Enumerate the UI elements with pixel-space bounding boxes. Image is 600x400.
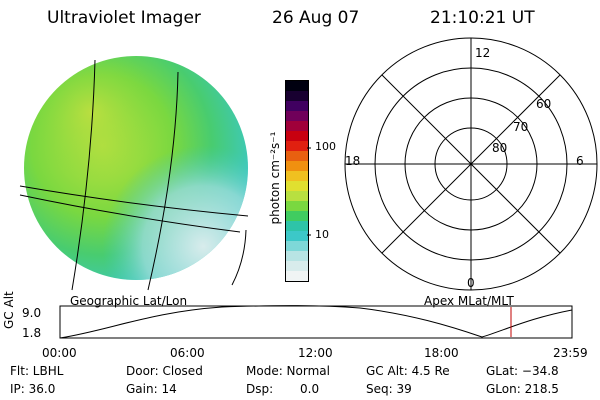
status-glat: GLat: −34.8 (486, 364, 559, 378)
lat-label-80: 80 (492, 141, 508, 155)
altitude-strip (59, 305, 573, 339)
colorbar-segment (286, 181, 308, 191)
colorbar-segment (286, 151, 308, 161)
colorbar-segment (286, 131, 308, 141)
colorbar-segment (286, 271, 308, 281)
altitude-xtick-1200: 12:00 (298, 346, 333, 360)
status-sequence: Seq: 39 (366, 382, 412, 396)
colorbar-segment (286, 91, 308, 101)
status-door: Door: Closed (126, 364, 203, 378)
apex-grid-label: Apex MLat/MLT (424, 294, 514, 308)
status-gc-altitude: GC Alt: 4.5 Re (366, 364, 450, 378)
colorbar-tick-10: 10 (315, 228, 329, 241)
status-ip: IP: 36.0 (10, 382, 56, 396)
mlt-label-0: 0 (467, 276, 475, 290)
status-gain: Gain: 14 (126, 382, 177, 396)
colorbar-segment (286, 201, 308, 211)
altitude-xtick-0600: 06:00 (170, 346, 205, 360)
geographic-grid-label: Geographic Lat/Lon (70, 294, 188, 308)
colorbar-segment (286, 261, 308, 271)
colorbar-segment (286, 241, 308, 251)
polar-plot (344, 37, 598, 291)
colorbar-segment (286, 161, 308, 171)
colorbar-segment (286, 111, 308, 121)
altitude-ytick-low: 1.8 (22, 326, 42, 340)
geographic-grid-lines (19, 59, 249, 291)
lat-label-70: 70 (513, 120, 529, 134)
colorbar-segment (286, 251, 308, 261)
altitude-ytick-high: 9.0 (22, 306, 42, 320)
colorbar-segment (286, 221, 308, 231)
color-bar (285, 80, 309, 282)
status-dsp-label: Dsp: (246, 382, 274, 396)
colorbar-segment (286, 81, 308, 91)
colorbar-segment (286, 101, 308, 111)
mlt-label-6: 6 (576, 154, 584, 168)
altitude-xtick-2359: 23:59 (553, 346, 588, 360)
altitude-xtick-1800: 18:00 (424, 346, 459, 360)
date-label: 26 Aug 07 (272, 8, 360, 28)
colorbar-segment (286, 191, 308, 201)
colorbar-segment (286, 141, 308, 151)
colorbar-tick-100: 100 (315, 140, 336, 153)
altitude-frame (59, 305, 573, 339)
instrument-title: Ultraviolet Imager (47, 8, 201, 28)
status-glon: GLon: 218.5 (486, 382, 559, 396)
mlt-label-12: 12 (475, 46, 491, 60)
colorbar-unit-label: photon cm⁻²s⁻¹ (268, 131, 282, 225)
colorbar-segment (286, 171, 308, 181)
time-label: 21:10:21 UT (430, 8, 535, 28)
color-bar-ticks (307, 147, 311, 236)
colorbar-segment (286, 211, 308, 221)
colorbar-segment (286, 121, 308, 131)
status-mode: Mode: Normal (246, 364, 330, 378)
auroral-image (19, 56, 249, 291)
colorbar-segment (286, 231, 308, 241)
polar-diagonal-2 (381, 74, 561, 254)
altitude-xtick-0000: 00:00 (42, 346, 77, 360)
mlt-label-18: 18 (345, 154, 361, 168)
status-filter: Flt: LBHL (10, 364, 64, 378)
altitude-ylabel: GC Alt (2, 291, 16, 329)
lat-label-60: 60 (536, 97, 552, 111)
status-dsp-value: 0.0 (300, 382, 320, 396)
altitude-curve (59, 305, 573, 339)
